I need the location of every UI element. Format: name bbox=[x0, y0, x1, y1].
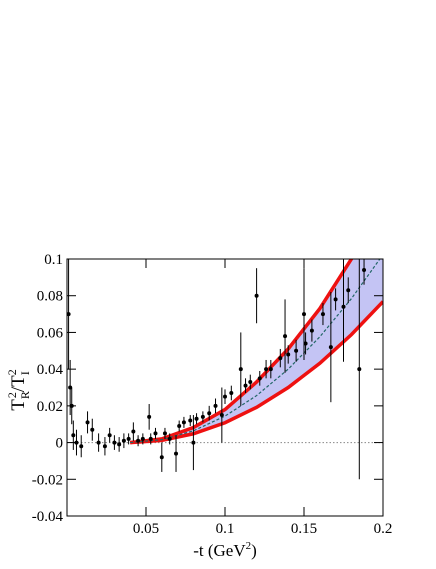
data-point bbox=[302, 312, 306, 317]
data-point bbox=[294, 348, 299, 353]
data-point bbox=[121, 438, 126, 443]
data-point bbox=[102, 444, 107, 449]
data-point bbox=[283, 334, 288, 339]
data-point bbox=[177, 424, 182, 429]
data-point bbox=[243, 383, 248, 388]
y-tick-label: 0.08 bbox=[37, 289, 63, 305]
data-point bbox=[96, 440, 101, 445]
data-point bbox=[66, 312, 71, 317]
data-point bbox=[162, 431, 167, 436]
data-point bbox=[153, 431, 158, 436]
data-point bbox=[71, 433, 76, 438]
data-point bbox=[320, 312, 325, 317]
data-point bbox=[219, 413, 224, 418]
data-point bbox=[200, 414, 205, 419]
data-point bbox=[117, 442, 122, 447]
data-point bbox=[333, 297, 338, 302]
y-label-part: 2 bbox=[5, 369, 19, 375]
data-point bbox=[328, 345, 333, 350]
data-point bbox=[362, 268, 367, 273]
data-point bbox=[303, 341, 308, 346]
data-point bbox=[90, 427, 95, 432]
y-tick-label: 0.02 bbox=[37, 399, 63, 415]
data-point bbox=[79, 444, 84, 449]
y-tick-label: -0.02 bbox=[32, 472, 63, 488]
y-tick-label: 0.04 bbox=[37, 362, 64, 378]
y-tick-label: 0.06 bbox=[37, 325, 64, 341]
x-label-part: -t (GeV bbox=[193, 541, 246, 560]
y-label-part: I bbox=[18, 371, 32, 375]
band-edge bbox=[130, 300, 383, 445]
data-point bbox=[223, 394, 227, 399]
x-tick-label: 0.15 bbox=[291, 521, 317, 537]
data-point bbox=[254, 293, 259, 298]
data-point bbox=[286, 352, 291, 357]
fit-line bbox=[130, 259, 381, 444]
data-point bbox=[207, 411, 212, 416]
data-point bbox=[140, 436, 145, 441]
data-point bbox=[268, 367, 273, 372]
y-label-part: R bbox=[18, 391, 32, 399]
data-point bbox=[238, 367, 243, 372]
data-point bbox=[136, 438, 141, 443]
y-label-part: 2 bbox=[5, 392, 19, 398]
x-label-part: 2 bbox=[246, 540, 252, 552]
data-point bbox=[174, 451, 179, 456]
y-label-part: /T bbox=[8, 375, 29, 392]
data-point bbox=[309, 328, 314, 333]
y-tick-label: 0 bbox=[56, 436, 64, 452]
data-point bbox=[159, 455, 164, 460]
data-point bbox=[74, 440, 79, 445]
data-point bbox=[341, 304, 346, 309]
x-tick-label: 0.05 bbox=[133, 521, 159, 537]
y-axis-label: TR2/TI2 bbox=[5, 369, 32, 411]
y-tick-label: -0.04 bbox=[32, 509, 64, 525]
data-point bbox=[357, 367, 362, 372]
data-point bbox=[147, 414, 152, 419]
data-point bbox=[191, 440, 196, 445]
data-point bbox=[131, 429, 136, 434]
data-point bbox=[257, 376, 262, 381]
x-tick-label: 0.2 bbox=[374, 521, 393, 537]
data-point bbox=[107, 433, 112, 438]
x-label-part: ) bbox=[251, 541, 257, 560]
band-edge bbox=[129, 259, 354, 445]
x-axis-label: -t (GeV2) bbox=[193, 540, 257, 560]
data-point bbox=[188, 418, 193, 423]
y-tick-label: 0.1 bbox=[44, 252, 63, 268]
data-point bbox=[264, 367, 269, 372]
data-point bbox=[112, 440, 117, 445]
x-tick-label: 0.1 bbox=[216, 521, 235, 537]
data-point bbox=[213, 403, 218, 408]
data-point bbox=[68, 385, 73, 390]
data-point bbox=[148, 436, 153, 441]
data-point bbox=[278, 356, 283, 361]
data-point bbox=[248, 379, 253, 384]
data-point bbox=[194, 416, 199, 421]
data-point bbox=[85, 420, 90, 425]
data-point bbox=[229, 391, 234, 396]
y-label-part: T bbox=[8, 399, 29, 411]
data-point bbox=[167, 436, 172, 441]
data-point bbox=[181, 420, 186, 425]
data-point bbox=[126, 436, 131, 441]
data-point bbox=[346, 288, 351, 293]
